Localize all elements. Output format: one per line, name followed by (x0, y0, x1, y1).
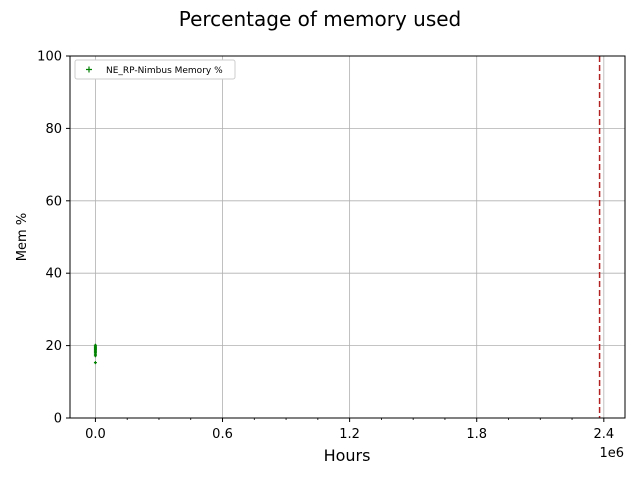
y-tick-label: 0 (54, 412, 62, 427)
x-tick-label: 2.4 (593, 427, 614, 442)
data-point (93, 343, 97, 347)
legend-marker (86, 66, 92, 73)
legend-marker-plus (86, 66, 92, 73)
x-tick-label: 1.2 (339, 427, 360, 442)
axes: 0.0 0.6 1.2 1.8 2.4 0 20 40 60 80 100 (37, 50, 614, 443)
marks (93, 56, 601, 418)
legend-label: NE_RP-Nimbus Memory % (106, 66, 223, 76)
chart-title: Percentage of memory used (179, 7, 462, 31)
plot-frame (69, 55, 626, 419)
x-axis-label: Hours (324, 446, 371, 465)
y-tick-label: 60 (45, 194, 62, 209)
x-tick-label: 1.8 (466, 427, 487, 442)
x-tick-label: 0.0 (85, 427, 106, 442)
plot-area (70, 56, 625, 418)
y-tick-label: 100 (37, 50, 62, 65)
y-tick-label: 40 (45, 267, 62, 282)
legend-box (74, 59, 236, 80)
y-tick-label: 20 (45, 339, 62, 354)
legend: NE_RP-Nimbus Memory % (74, 59, 236, 80)
y-tick-label: 80 (45, 122, 62, 137)
data-point (93, 361, 97, 365)
x-tick-label: 0.6 (212, 427, 233, 442)
x-offset-label: 1e6 (599, 446, 624, 461)
y-axis-label: Mem % (15, 213, 30, 261)
